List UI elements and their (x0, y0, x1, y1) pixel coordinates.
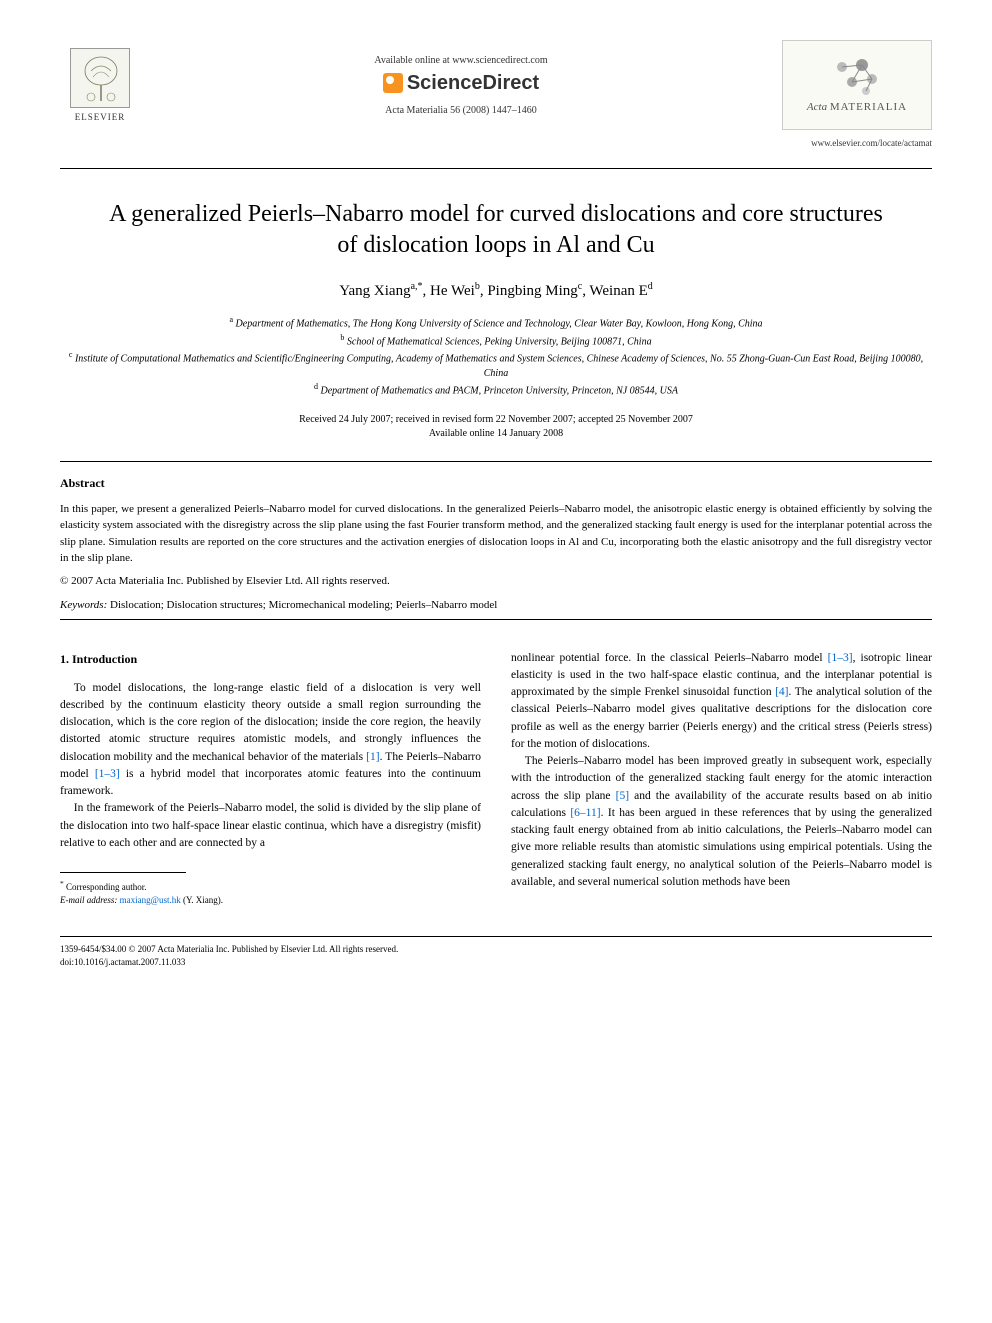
publisher-header: ELSEVIER Available online at www.science… (60, 40, 932, 130)
section-1-heading: 1. Introduction (60, 650, 481, 668)
elsevier-label: ELSEVIER (75, 112, 126, 122)
footnote-separator (60, 872, 186, 873)
top-rule (60, 168, 932, 169)
elsevier-logo: ELSEVIER (60, 40, 140, 130)
acta-word: Acta (807, 101, 827, 113)
acta-materialia-logo: Acta MATERIALIA (782, 40, 932, 130)
intro-para-1: To model dislocations, the long-range el… (60, 680, 481, 801)
footnote-corr: * Corresponding author. (60, 879, 481, 894)
article-dates: Received 24 July 2007; received in revis… (60, 413, 932, 441)
keywords-line: Keywords: Dislocation; Dislocation struc… (60, 599, 932, 611)
abstract-text: In this paper, we present a generalized … (60, 501, 932, 567)
affiliations: a Department of Mathematics, The Hong Ko… (60, 314, 932, 398)
footnote-email[interactable]: maxiang@ust.hk (120, 895, 181, 905)
sciencedirect-text: ScienceDirect (407, 72, 539, 95)
right-column: nonlinear potential force. In the classi… (511, 650, 932, 907)
available-online-date: Available online 14 January 2008 (60, 427, 932, 441)
sciencedirect-logo: ScienceDirect (140, 72, 782, 95)
elsevier-tree-icon (70, 48, 130, 108)
intro-para-2: In the framework of the Peierls–Nabarro … (60, 800, 481, 852)
authors-list: Yang Xianga,*, He Weib, Pingbing Mingc, … (60, 281, 932, 300)
available-online-text: Available online at www.sciencedirect.co… (140, 55, 782, 66)
page-footer: 1359-6454/$34.00 © 2007 Acta Materialia … (60, 936, 932, 968)
footer-copyright: 1359-6454/$34.00 © 2007 Acta Materialia … (60, 943, 932, 956)
pre-abstract-rule (60, 461, 932, 462)
article-title: A generalized Peierls–Nabarro model for … (100, 199, 892, 261)
left-column: 1. Introduction To model dislocations, t… (60, 650, 481, 907)
footnote-email-label: E-mail address: (60, 895, 117, 905)
footnote-corr-text: Corresponding author. (66, 882, 147, 892)
keywords-values: Dislocation; Dislocation structures; Mic… (110, 599, 497, 611)
abstract-heading: Abstract (60, 476, 932, 491)
footnote-email-line: E-mail address: maxiang@ust.hk (Y. Xiang… (60, 894, 481, 907)
sciencedirect-icon (383, 73, 403, 93)
intro-para-3: The Peierls–Nabarro model has been impro… (511, 753, 932, 891)
keywords-label: Keywords: (60, 599, 107, 611)
acta-logo-text: Acta MATERIALIA (807, 101, 907, 113)
corresponding-author-footnote: * Corresponding author. E-mail address: … (60, 879, 481, 906)
materialia-word: MATERIALIA (830, 101, 907, 113)
body-columns: 1. Introduction To model dislocations, t… (60, 650, 932, 907)
journal-reference: Acta Materialia 56 (2008) 1447–1460 (140, 105, 782, 116)
footnote-email-name: (Y. Xiang). (183, 895, 223, 905)
acta-molecule-icon (832, 57, 882, 97)
abstract-copyright: © 2007 Acta Materialia Inc. Published by… (60, 575, 932, 587)
intro-para-2-cont: nonlinear potential force. In the classi… (511, 650, 932, 754)
received-dates: Received 24 July 2007; received in revis… (60, 413, 932, 427)
center-header: Available online at www.sciencedirect.co… (140, 55, 782, 116)
journal-url: www.elsevier.com/locate/actamat (60, 138, 932, 148)
post-abstract-rule (60, 619, 932, 620)
footer-doi: doi:10.1016/j.actamat.2007.11.033 (60, 956, 932, 969)
